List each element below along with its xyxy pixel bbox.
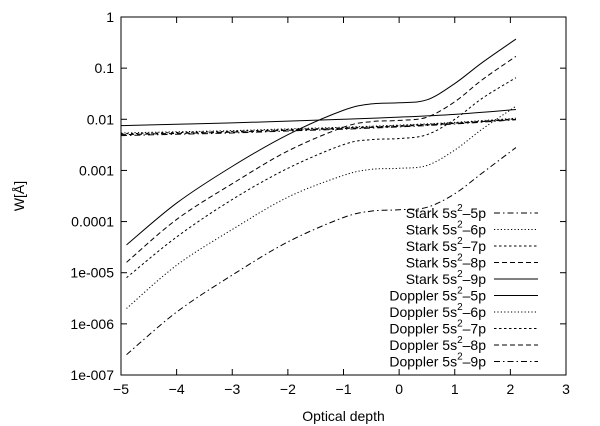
legend-entry: Stark 5s2–8p — [406, 253, 538, 271]
legend-label: Doppler 5s2–5p — [389, 286, 486, 304]
x-tick-label: 0 — [395, 381, 403, 397]
legend-label-superscript: 2 — [457, 220, 463, 231]
series-line-10 — [120, 119, 516, 137]
legend-label-prefix: Doppler 5s — [389, 321, 457, 337]
legend-entry: Stark 5s2–5p — [406, 203, 538, 221]
legend-label-suffix: –9p — [463, 354, 487, 370]
legend-label-suffix: –6p — [463, 304, 487, 320]
series-line-6 — [120, 109, 516, 127]
axis-ticks: −5 −4 −3 −2 −1 0 1 2 3 1e-007 1e-006 1e-005 0.0001 0.… — [70, 9, 570, 397]
legend-entry: Doppler 5s2–6p — [389, 302, 538, 320]
series-line-3 — [126, 77, 517, 279]
legend-label-suffix: –8p — [463, 337, 487, 353]
legend-label-suffix: –5p — [463, 288, 487, 304]
y-tick-label: 1e-007 — [70, 367, 114, 383]
legend-label-prefix: Doppler 5s — [389, 288, 457, 304]
legend-label: Stark 5s2–9p — [406, 269, 486, 287]
legend-label: Stark 5s2–6p — [406, 220, 486, 238]
legend-label-superscript: 2 — [457, 302, 463, 313]
legend-label-prefix: Stark 5s — [406, 255, 457, 271]
legend-label-suffix: –7p — [463, 238, 487, 254]
legend-entry: Stark 5s2–6p — [406, 220, 538, 238]
legend-label: Doppler 5s2–8p — [389, 335, 486, 353]
plot-frame — [120, 16, 567, 376]
legend-label: Doppler 5s2–7p — [389, 319, 486, 337]
legend-label: Doppler 5s2–9p — [389, 352, 486, 370]
legend-label-suffix: –5p — [463, 205, 487, 221]
legend-label-superscript: 2 — [457, 352, 463, 363]
y-tick-label: 1e-005 — [70, 265, 114, 281]
legend-entry: Doppler 5s2–9p — [389, 352, 538, 370]
x-tick-label: −2 — [280, 381, 296, 397]
y-tick-label: 0.01 — [87, 111, 114, 127]
series-line-4 — [126, 55, 517, 263]
legend-label-superscript: 2 — [457, 236, 463, 247]
legend-entry: Stark 5s2–7p — [406, 236, 538, 254]
y-axis-title: W[Å] — [11, 181, 27, 211]
legend-label-prefix: Doppler 5s — [389, 354, 457, 370]
x-tick-label: 3 — [562, 381, 570, 397]
x-tick-label: −5 — [113, 381, 129, 397]
legend-label-superscript: 2 — [457, 335, 463, 346]
x-tick-label: −4 — [169, 381, 185, 397]
series-line-1 — [126, 147, 517, 356]
legend-entry: Doppler 5s2–7p — [389, 319, 538, 337]
legend-label-suffix: –6p — [463, 222, 487, 238]
legend-label-superscript: 2 — [457, 269, 463, 280]
legend-label-superscript: 2 — [457, 286, 463, 297]
y-tick-label: 0.1 — [95, 60, 115, 76]
legend-label-prefix: Doppler 5s — [389, 304, 457, 320]
legend-label-suffix: –8p — [463, 255, 487, 271]
legend-label: Stark 5s2–7p — [406, 236, 486, 254]
legend-label-prefix: Stark 5s — [406, 205, 457, 221]
x-axis-title: Optical depth — [302, 408, 385, 424]
legend-label-superscript: 2 — [457, 203, 463, 214]
series-layer — [120, 38, 517, 356]
legend-label-prefix: Doppler 5s — [389, 337, 457, 353]
series-line-8 — [120, 118, 516, 135]
x-tick-label: −1 — [336, 381, 352, 397]
legend-label-prefix: Stark 5s — [406, 271, 457, 287]
series-line-9 — [120, 118, 516, 136]
y-tick-label: 1e-006 — [70, 316, 114, 332]
x-tick-label: 2 — [506, 381, 514, 397]
legend-entry: Stark 5s2–9p — [406, 269, 538, 287]
legend-label-prefix: Stark 5s — [406, 222, 457, 238]
y-tick-label: 1 — [106, 9, 114, 25]
x-tick-label: 1 — [451, 381, 459, 397]
y-tick-label: 0.001 — [79, 162, 114, 178]
legend-label-superscript: 2 — [457, 253, 463, 264]
x-tick-label: −3 — [224, 381, 240, 397]
legend-entry: Doppler 5s2–8p — [389, 335, 538, 353]
legend-entry: Doppler 5s2–5p — [389, 286, 538, 304]
series-line-5 — [126, 38, 517, 246]
series-line-7 — [120, 117, 516, 134]
legend-label: Stark 5s2–8p — [406, 253, 486, 271]
legend-label-suffix: –9p — [463, 271, 487, 287]
y-tick-label: 0.0001 — [71, 214, 114, 230]
legend-label-superscript: 2 — [457, 319, 463, 330]
legend-label: Doppler 5s2–6p — [389, 302, 486, 320]
legend-label-prefix: Stark 5s — [406, 238, 457, 254]
legend-label: Stark 5s2–5p — [406, 203, 486, 221]
legend-label-suffix: –7p — [463, 321, 487, 337]
